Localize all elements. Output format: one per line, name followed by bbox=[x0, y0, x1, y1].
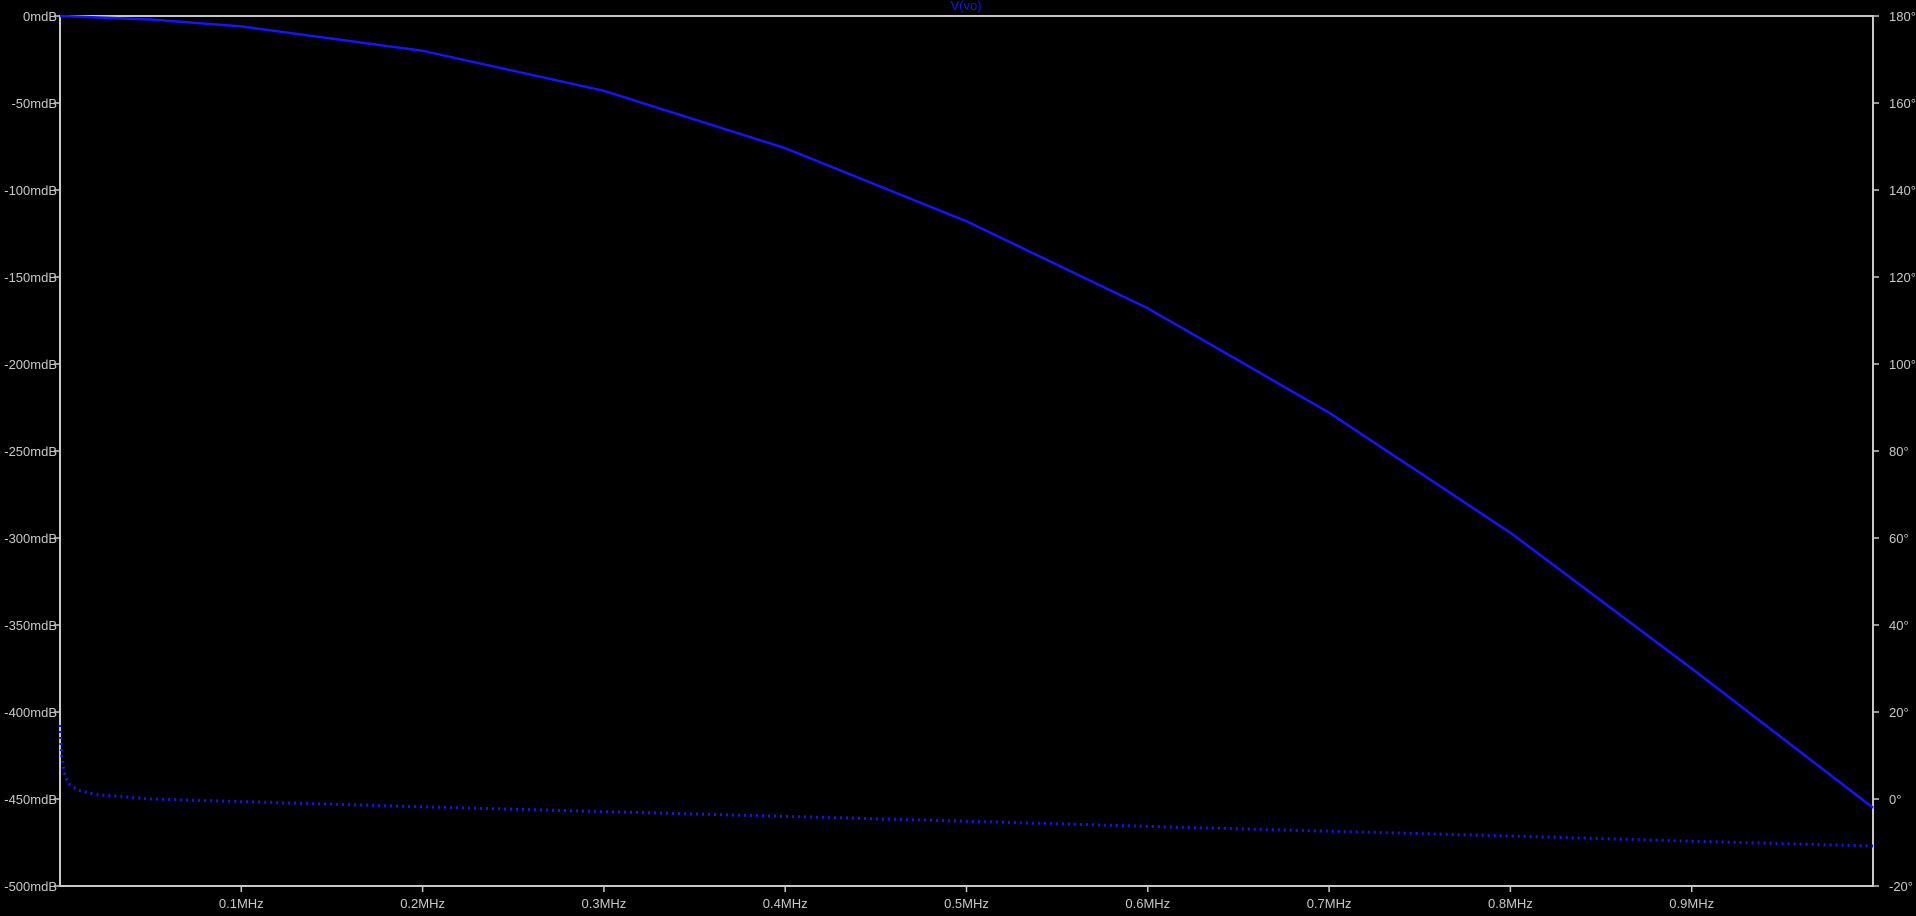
x-tick-label: 0.2MHz bbox=[400, 896, 445, 911]
left-y-tick-label: -500mdB bbox=[4, 879, 57, 894]
x-axis: 0.1MHz 0.2MHz 0.3MHz 0.4MHz 0.5MHz 0.6MHz 0.7M… bbox=[219, 886, 1714, 911]
right-y-tick-label: 180° bbox=[1889, 9, 1916, 24]
left-y-axis: 0mdB -50mdB -100mdB -150mdB -200mdB -250mdB -3… bbox=[4, 9, 60, 894]
right-y-axis: 180° 160° 140° 120° 100° 80° 60° 40° 20° 0° -20° bbox=[1873, 9, 1916, 894]
right-y-tick-label: -20° bbox=[1889, 879, 1913, 894]
x-tick-label: 0.8MHz bbox=[1488, 896, 1533, 911]
left-y-tick-label: -250mdB bbox=[4, 444, 57, 459]
left-y-tick-label: -200mdB bbox=[4, 357, 57, 372]
left-y-tick-label: -350mdB bbox=[4, 618, 57, 633]
phase-trace[interactable] bbox=[58, 724, 1874, 848]
left-y-tick-label: -300mdB bbox=[4, 531, 57, 546]
x-tick-label: 0.4MHz bbox=[763, 896, 808, 911]
left-y-tick-label: -150mdB bbox=[4, 270, 57, 285]
x-tick-label: 0.3MHz bbox=[582, 896, 627, 911]
x-tick-label: 0.5MHz bbox=[944, 896, 989, 911]
trace-title[interactable]: V(vo) bbox=[950, 0, 981, 13]
left-y-tick-label: -100mdB bbox=[4, 183, 57, 198]
right-y-tick-label: 20° bbox=[1889, 705, 1909, 720]
right-y-tick-label: 40° bbox=[1889, 618, 1909, 633]
x-tick-label: 0.1MHz bbox=[219, 896, 264, 911]
left-y-tick-label: -450mdB bbox=[4, 792, 57, 807]
right-y-tick-label: 80° bbox=[1889, 444, 1909, 459]
left-y-tick-label: -50mdB bbox=[11, 96, 57, 111]
traces bbox=[58, 14, 1874, 848]
left-y-tick-label: -400mdB bbox=[4, 705, 57, 720]
right-y-tick-label: 60° bbox=[1889, 531, 1909, 546]
x-tick-label: 0.6MHz bbox=[1125, 896, 1170, 911]
left-y-tick-label: 0mdB bbox=[23, 9, 57, 24]
right-y-tick-label: 0° bbox=[1889, 792, 1901, 807]
magnitude-trace[interactable] bbox=[59, 14, 1874, 809]
right-y-tick-label: 120° bbox=[1889, 270, 1916, 285]
x-tick-label: 0.7MHz bbox=[1307, 896, 1352, 911]
right-y-tick-label: 100° bbox=[1889, 357, 1916, 372]
right-y-tick-label: 160° bbox=[1889, 96, 1916, 111]
right-y-tick-label: 140° bbox=[1889, 183, 1916, 198]
x-tick-label: 0.9MHz bbox=[1669, 896, 1714, 911]
plot-frame bbox=[59, 15, 1874, 887]
